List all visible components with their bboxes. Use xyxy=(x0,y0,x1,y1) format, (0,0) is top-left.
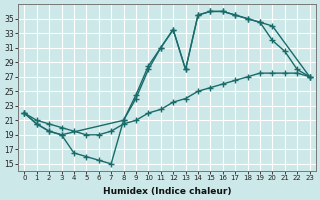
X-axis label: Humidex (Indice chaleur): Humidex (Indice chaleur) xyxy=(103,187,231,196)
